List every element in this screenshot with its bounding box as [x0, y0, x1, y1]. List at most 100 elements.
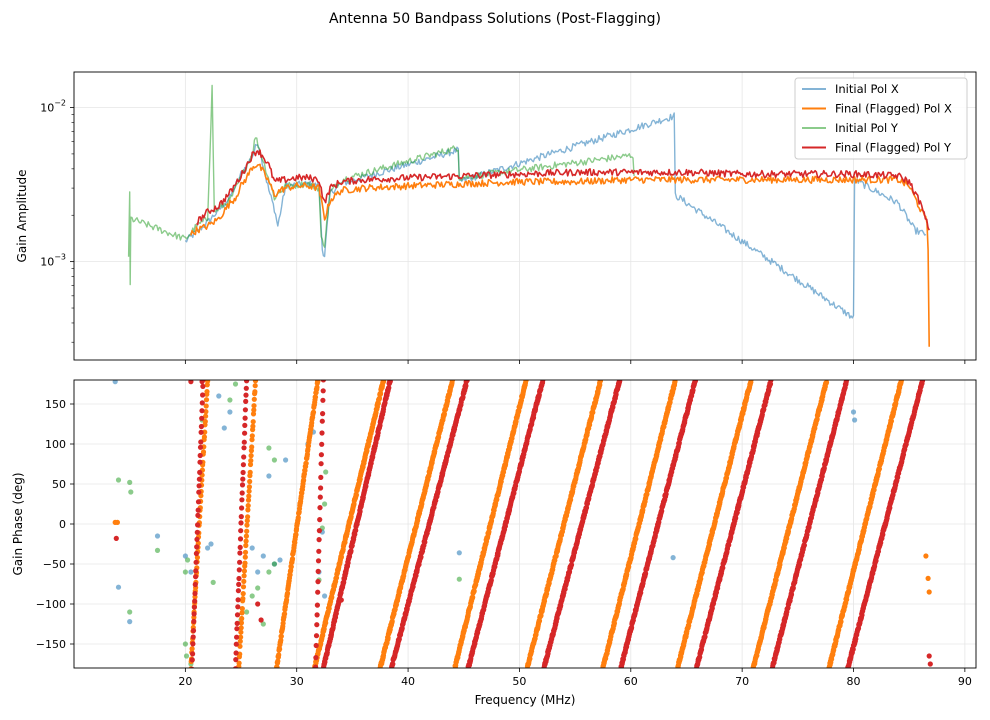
- phase-point: [235, 588, 241, 594]
- phase-point: [193, 550, 199, 557]
- phase-point: [852, 417, 858, 423]
- phase-point: [240, 469, 246, 476]
- phase-point: [314, 612, 320, 618]
- phase-xtick-label: 80: [847, 675, 861, 688]
- phase-point: [234, 626, 240, 632]
- amp-series-line: [195, 149, 930, 231]
- amplitude-plot-area: [127, 84, 930, 347]
- phase-point: [221, 425, 227, 431]
- phase-xlabel: Frequency (MHz): [475, 693, 576, 707]
- phase-point: [315, 568, 321, 575]
- phase-point: [205, 545, 211, 551]
- phase-point: [249, 437, 255, 443]
- phase-point: [199, 415, 205, 421]
- phase-point: [240, 462, 246, 468]
- phase-point: [203, 397, 210, 403]
- phase-point: [241, 439, 247, 445]
- phase-point: [353, 527, 359, 534]
- phase-point: [598, 380, 604, 382]
- phase-point: [880, 532, 886, 538]
- phase-point: [240, 596, 246, 602]
- phase-point: [242, 560, 248, 566]
- phase-point: [245, 497, 252, 503]
- phase-point: [389, 618, 395, 624]
- phase-point: [293, 532, 299, 538]
- phase-ylabel: Gain Phase (deg): [11, 472, 25, 575]
- phase-series: [112, 380, 932, 668]
- phase-point: [193, 574, 199, 580]
- phase-point: [199, 408, 205, 414]
- phase-point: [246, 493, 252, 499]
- phase-point: [233, 641, 239, 647]
- phase-point: [633, 536, 639, 542]
- phase-point: [239, 610, 245, 616]
- phase-point: [313, 642, 319, 649]
- phase-point: [313, 664, 319, 668]
- phase-point: [322, 501, 328, 507]
- phase-ytick-label: 50: [52, 478, 66, 491]
- phase-point: [266, 445, 272, 451]
- phase-point: [348, 548, 354, 554]
- phase-point: [196, 483, 202, 489]
- phase-point: [317, 505, 323, 511]
- phase-point: [568, 562, 575, 568]
- phase-point: [241, 568, 247, 574]
- phase-point: [237, 638, 243, 644]
- amp-ytick-label: 10−3: [40, 253, 66, 269]
- phase-point: [303, 460, 309, 466]
- phase-point: [927, 661, 933, 667]
- phase-point: [255, 601, 261, 607]
- phase-point: [247, 461, 254, 468]
- phase-point: [196, 489, 202, 495]
- phase-point: [239, 497, 245, 503]
- phase-point: [381, 380, 387, 385]
- phase-point: [463, 383, 469, 389]
- phase-point: [597, 382, 603, 388]
- phase-point: [239, 615, 245, 622]
- phase-point: [318, 474, 324, 480]
- phase-point: [198, 423, 204, 430]
- phase-point: [240, 591, 246, 597]
- phase-series: [113, 380, 933, 668]
- phase-point: [190, 651, 196, 657]
- phase-point: [203, 409, 209, 415]
- phase-point: [127, 609, 133, 615]
- phase-point: [232, 381, 239, 387]
- phase-point: [241, 578, 247, 585]
- phase-point: [182, 553, 188, 559]
- phase-point: [288, 564, 294, 570]
- phase-point: [242, 554, 248, 560]
- phase-point: [196, 476, 202, 482]
- phase-point: [182, 569, 188, 575]
- phase-ytick-label: 100: [45, 438, 66, 451]
- phase-point: [249, 444, 255, 450]
- phase-point: [260, 553, 266, 559]
- phase-point: [314, 602, 320, 608]
- phase-point: [194, 544, 200, 550]
- phase-point: [315, 558, 322, 564]
- phase-point: [249, 545, 255, 551]
- phase-point: [251, 403, 257, 409]
- phase-point: [189, 646, 195, 652]
- phase-point: [193, 559, 199, 565]
- phase-point: [357, 508, 363, 515]
- legend-entry: Final (Flagged) Pol X: [835, 102, 952, 116]
- phase-xtick-label: 30: [290, 675, 304, 688]
- phase-point: [237, 550, 243, 556]
- phase-point: [246, 484, 252, 490]
- phase-point: [190, 641, 196, 647]
- phase-point: [450, 380, 456, 383]
- phase-point: [227, 409, 233, 415]
- phase-point: [190, 628, 197, 634]
- phase-point: [191, 618, 197, 625]
- phase-xtick-label: 60: [624, 675, 638, 688]
- phase-point: [313, 655, 319, 661]
- phase-point: [205, 380, 211, 384]
- phase-point: [801, 542, 808, 548]
- phase-point: [283, 457, 289, 463]
- phase-point: [233, 650, 239, 656]
- amplitude-panel: 10−3 10−2 Gain Amplitude Initial Pol X Fin…: [15, 71, 977, 364]
- phase-point: [317, 494, 323, 500]
- phase-point: [326, 605, 332, 612]
